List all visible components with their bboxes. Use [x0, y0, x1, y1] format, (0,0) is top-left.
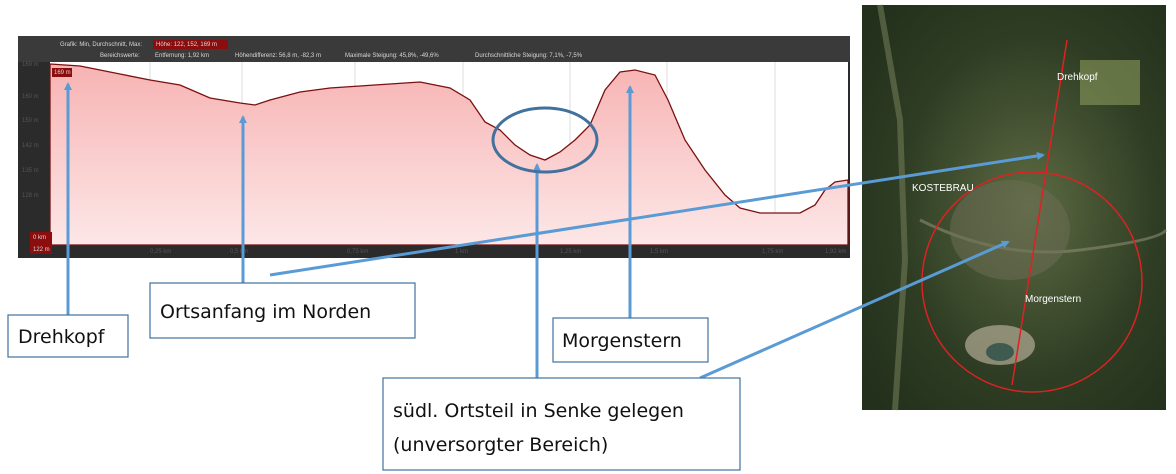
x-tick-label: 0,25 km — [150, 249, 171, 255]
x-tick-label: 1,5 km — [650, 249, 668, 255]
graph-label: Grafik: Min, Durchschnitt, Max: — [60, 42, 142, 48]
y-marker-bottom-label: 122 m — [33, 247, 50, 253]
x-start-label: 0 km — [33, 235, 46, 241]
height-values: Höhe: 122, 152, 169 m — [156, 42, 217, 48]
map-label: Morgenstern — [1025, 294, 1081, 305]
annotated-screenshot: Grafik: Min, Durchschnitt, Max: Höhe: 12… — [0, 0, 1176, 474]
y-tick-label: 160 m — [22, 94, 39, 100]
y-tick-label: 142 m — [22, 143, 39, 149]
y-marker-top-label: 169 m — [54, 70, 71, 76]
note-box — [383, 378, 740, 470]
note-south: südl. Ortsteil in Senke gelegen — [393, 400, 684, 422]
x-tick-label: 0,5 km — [230, 249, 248, 255]
map-label: KOSTEBRAU — [912, 183, 974, 194]
map: Drehkopf KOSTEBRAU Morgenstern — [862, 5, 1166, 410]
x-tick-label: 0,75 km — [347, 249, 368, 255]
map-label: Drehkopf — [1057, 72, 1098, 83]
profile-panel: Grafik: Min, Durchschnitt, Max: Höhe: 12… — [18, 36, 850, 258]
x-tick-label: 1,25 km — [560, 249, 581, 255]
y-tick-label: 128 m — [22, 193, 39, 199]
y-tick-label: 169 m — [22, 62, 39, 68]
x-tick-label: 1,75 km — [762, 249, 783, 255]
note-north: Ortsanfang im Norden — [160, 301, 371, 323]
x-tick-label: 1,92 km — [825, 249, 846, 255]
height-difference: Höhendifferenz: 56,8 m, -82,3 m — [235, 53, 321, 59]
note-morgenstern: Morgenstern — [562, 330, 682, 352]
x-tick-label: 1 km — [455, 249, 468, 255]
range-label: Bereichswerte: — [100, 53, 140, 59]
note-south-sub: (unversorgter Bereich) — [393, 434, 608, 456]
distance: Entfernung: 1,92 km — [155, 53, 209, 59]
max-slope: Maximale Steigung: 45,8%, -49,6% — [345, 53, 439, 59]
avg-slope: Durchschnittliche Steigung: 7,1%, -7,5% — [475, 53, 583, 59]
y-tick-label: 135 m — [22, 168, 39, 174]
y-tick-label: 150 m — [22, 118, 39, 124]
note-drehkopf: Drehkopf — [18, 326, 106, 348]
